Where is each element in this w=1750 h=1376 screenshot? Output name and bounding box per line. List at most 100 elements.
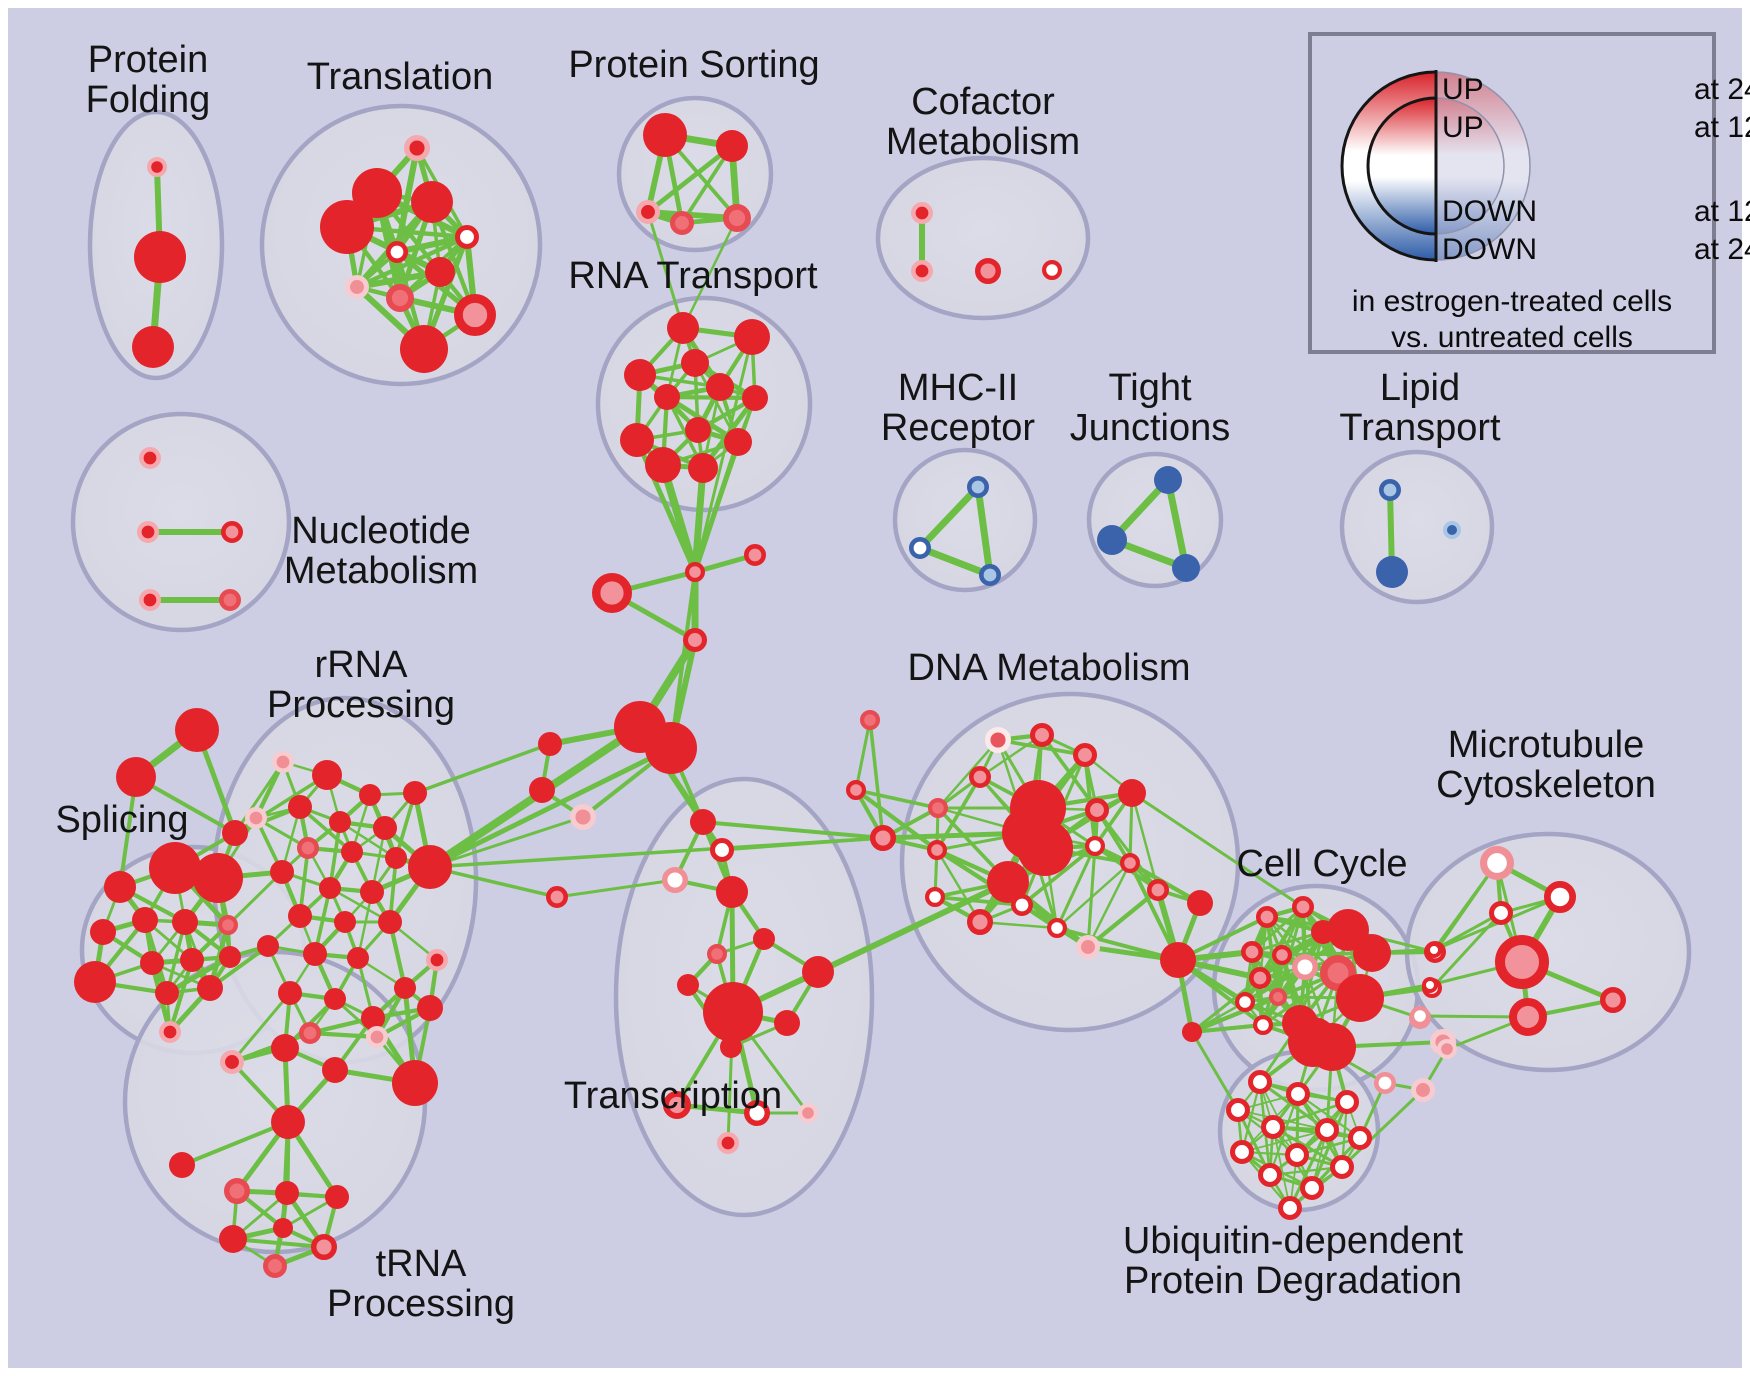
network-node-ub6 <box>1315 1118 1340 1143</box>
network-node-s1 <box>538 732 562 756</box>
network-node-rt7 <box>742 385 768 411</box>
network-node-tj1 <box>1154 466 1182 494</box>
legend-up-down-glyph <box>1340 36 1712 350</box>
network-node-bp <box>592 573 633 614</box>
edge-tnh-tn12 <box>281 1121 290 1229</box>
network-node-sp13 <box>197 975 223 1001</box>
legend-row-up-12: UP at 12 hrs <box>1442 111 1750 145</box>
legend-time-label: at 24 hrs <box>1694 73 1750 106</box>
network-node-tn12 <box>273 1218 293 1238</box>
legend-time-label: at 24 hrs <box>1694 233 1750 266</box>
edge-dna-mesh-dn14-dn17 <box>1086 845 1097 948</box>
network-node-sp4 <box>132 907 158 933</box>
network-node-rr10 <box>270 860 294 884</box>
network-node-ub13 <box>1278 1196 1303 1221</box>
network-node-ub4 <box>1226 1098 1251 1123</box>
nodes-layer <box>74 113 1626 1279</box>
network-node-dn13 <box>1046 917 1067 938</box>
edge-protein-sorting-mesh-ps2-ps3 <box>646 144 734 214</box>
network-node-ub10 <box>1330 1155 1355 1180</box>
edge-cc0-cc8 <box>1191 1023 1264 1034</box>
cluster-label-microtubule-cytoskeleton-line2: Cytoskeleton <box>1436 764 1656 806</box>
edge-rt2-j1 <box>693 336 754 573</box>
cluster-label-ubiquitin-degradation-line1: Ubiquitin-dependent <box>1123 1220 1464 1262</box>
cluster-label-microtubule-cytoskeleton-line1: Microtubule <box>1448 724 1644 766</box>
network-node-sp2 <box>193 853 243 903</box>
network-node-tr11 <box>400 325 448 373</box>
network-node-tj2 <box>1097 525 1127 555</box>
network-node-cf4 <box>1041 260 1062 281</box>
edge-rr3-s1 <box>414 742 551 795</box>
edge-s2-rrh <box>428 788 544 869</box>
network-node-dn3 <box>1073 743 1098 768</box>
network-node-rr20 <box>394 977 416 999</box>
network-node-ub12 <box>1300 1176 1325 1201</box>
network-node-mc3 <box>1489 901 1514 926</box>
network-node-tr9 <box>386 284 415 313</box>
network-node-tn8 <box>325 1185 349 1209</box>
edge-d0-t2 <box>721 836 884 852</box>
network-node-sp12 <box>155 981 179 1005</box>
edge-dna-mesh-dn15-dn17 <box>1086 862 1132 948</box>
edge-dna-mesh-dn13-dn15 <box>1056 862 1131 929</box>
cluster-label-lipid-transport-line2: Transport <box>1339 407 1501 449</box>
network-node-mc1 <box>1479 846 1514 881</box>
network-node-mh3 <box>978 563 1001 586</box>
cluster-label-nucleotide-metabolism-line2: Metabolism <box>284 550 478 592</box>
network-node-t14 <box>797 1102 818 1123</box>
network-node-rr17 <box>303 942 327 966</box>
edge-d0-dn21 <box>868 719 885 839</box>
network-node-dn5 <box>927 797 948 818</box>
network-node-rr24 <box>298 1022 321 1045</box>
network-node-rr27 <box>365 1026 388 1049</box>
network-node-t6 <box>706 943 727 964</box>
network-node-rr23 <box>361 1006 385 1030</box>
network-node-nu1 <box>138 446 161 469</box>
network-node-mcj3 <box>1409 1005 1430 1026</box>
cluster-label-mhc-ii-receptor-line2: Receptor <box>881 407 1036 449</box>
network-node-dn22 <box>845 779 866 800</box>
network-node-t12 <box>663 1090 692 1119</box>
network-node-tn7 <box>275 1181 299 1205</box>
network-node-dn9 <box>926 839 947 860</box>
network-node-nu4 <box>138 588 161 611</box>
edge-splicing-mesh-sp11-sp12 <box>165 954 232 996</box>
network-node-cf3 <box>974 258 1001 285</box>
network-node-cc8 <box>1252 1014 1273 1035</box>
network-node-dn4 <box>968 765 991 788</box>
network-node-rrh <box>408 845 452 889</box>
network-node-rt6 <box>706 373 734 401</box>
network-node-rr13 <box>288 904 312 928</box>
network-node-pf3 <box>132 326 174 368</box>
legend-direction-label: UP <box>1442 111 1484 144</box>
network-node-tn10 <box>311 1233 338 1260</box>
network-node-cc3 <box>1241 940 1264 963</box>
network-node-rr14 <box>334 911 356 933</box>
network-node-cc14 <box>1336 974 1384 1022</box>
edge-mh2-mh3 <box>918 544 992 579</box>
network-node-ub7 <box>1348 1126 1373 1151</box>
cluster-bubble-lipid-transport <box>1339 449 1495 605</box>
edge-dna-mesh-dn21-dn22 <box>854 719 872 791</box>
network-node-cc1 <box>1256 905 1279 928</box>
network-node-tn4 <box>392 1060 438 1106</box>
network-node-h2 <box>645 722 697 774</box>
network-node-dn7 <box>1118 779 1146 807</box>
network-node-ub1 <box>1248 1070 1273 1095</box>
edge-st3-rr25 <box>233 761 285 834</box>
network-node-dn17 <box>1076 935 1101 960</box>
cluster-label-transcription-line1: Transcription <box>564 1075 782 1117</box>
network-node-cch <box>1160 942 1196 978</box>
network-node-rr2 <box>359 784 381 806</box>
edge-dna-mesh-dn1-dn5 <box>937 739 999 809</box>
edge-mc1-mcj1 <box>1432 862 1499 951</box>
network-node-cc5 <box>1249 966 1272 989</box>
network-node-dn2 <box>1030 723 1055 748</box>
edge-dna-mesh-dn2-dn4 <box>979 733 1043 779</box>
legend-direction-label: DOWN <box>1442 233 1537 266</box>
network-node-sp5 <box>172 909 198 935</box>
network-node-mh1 <box>966 475 989 498</box>
cluster-label-protein-sorting-line1: Protein Sorting <box>568 44 819 86</box>
